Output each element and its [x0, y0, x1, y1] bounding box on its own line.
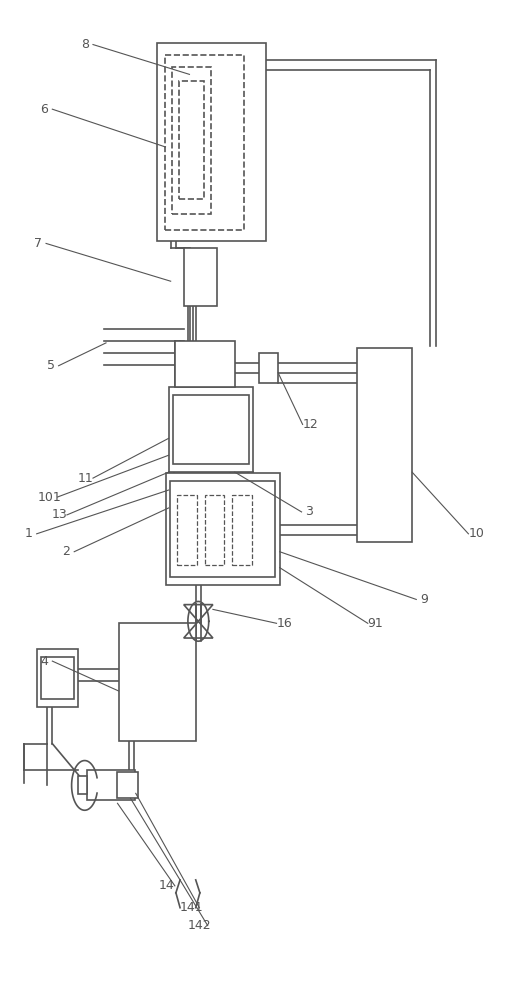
- Bar: [165, 55, 243, 230]
- Text: 142: 142: [188, 919, 212, 932]
- Bar: [175, 341, 235, 387]
- Text: 8: 8: [81, 38, 89, 51]
- Text: 141: 141: [180, 901, 203, 914]
- Text: 3: 3: [306, 505, 314, 518]
- Bar: [179, 81, 203, 199]
- Bar: [357, 348, 412, 542]
- Text: 2: 2: [63, 545, 70, 558]
- Bar: [172, 67, 211, 214]
- Text: 10: 10: [469, 527, 484, 540]
- Bar: [178, 495, 197, 565]
- Bar: [173, 395, 249, 464]
- Text: 16: 16: [277, 617, 292, 630]
- Text: 13: 13: [51, 508, 67, 521]
- Text: 5: 5: [47, 359, 55, 372]
- Bar: [170, 481, 276, 577]
- Bar: [184, 248, 217, 306]
- Text: 1: 1: [25, 527, 33, 540]
- Bar: [119, 623, 196, 741]
- Bar: [87, 770, 135, 800]
- Bar: [166, 473, 280, 585]
- Text: 4: 4: [41, 655, 48, 668]
- Text: 14: 14: [159, 879, 175, 892]
- Bar: [41, 657, 74, 699]
- Text: 12: 12: [302, 418, 318, 431]
- Bar: [37, 649, 79, 707]
- Bar: [259, 353, 278, 383]
- Text: 9: 9: [420, 593, 428, 606]
- Text: 91: 91: [368, 617, 384, 630]
- Text: 6: 6: [41, 103, 48, 116]
- Bar: [118, 772, 139, 798]
- Text: 101: 101: [38, 491, 62, 504]
- Bar: [232, 495, 251, 565]
- Bar: [169, 387, 253, 472]
- Text: 7: 7: [34, 237, 42, 250]
- Bar: [157, 43, 266, 241]
- Text: 11: 11: [77, 472, 93, 485]
- Bar: [78, 776, 87, 794]
- Bar: [204, 495, 225, 565]
